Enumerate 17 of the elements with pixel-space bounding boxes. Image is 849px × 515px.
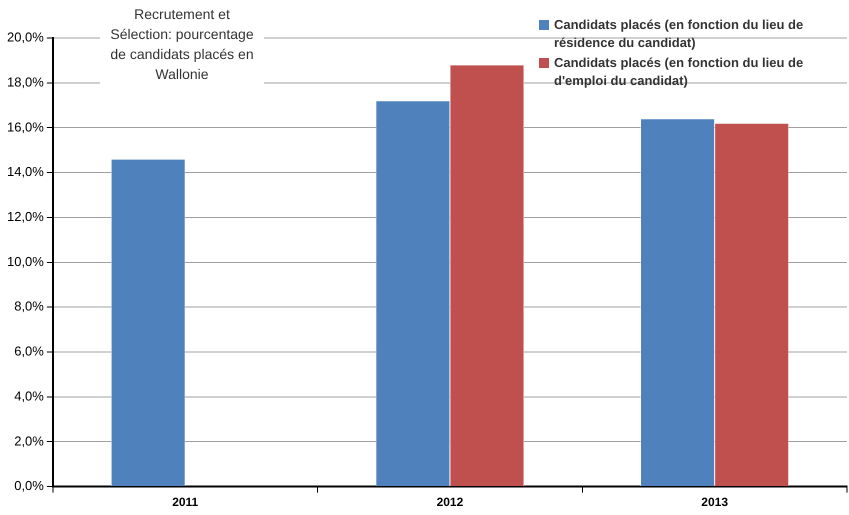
y-tick-label: 2,0% <box>14 433 44 448</box>
y-tick-label: 4,0% <box>14 388 44 404</box>
y-tick-label: 8,0% <box>14 298 44 314</box>
legend-label: Candidats placés (en fonction du lieu de résidence du candidat) <box>554 16 804 52</box>
y-tick-label: 10,0% <box>6 254 44 269</box>
x-tick-label: 2012 <box>436 495 464 510</box>
x-tick-label: 2011 <box>172 495 199 510</box>
y-tick-label: 20,0% <box>6 30 44 45</box>
y-tick-label: 12,0% <box>6 209 44 224</box>
y-tick-label: 14,0% <box>6 164 44 180</box>
legend-label: Candidats placés (en fonction du lieu de d'emploi du candidat) <box>554 54 804 90</box>
chart-title: Recrutement et Sélection: pourcentage de candidats placés en Wallonie <box>100 4 264 84</box>
x-tick-label: 2013 <box>701 495 728 510</box>
y-tick-label: 16,0% <box>6 119 44 134</box>
y-tick-label: 0,0% <box>14 478 44 494</box>
y-tick-label: 6,0% <box>14 344 44 359</box>
y-tick-label: 18,0% <box>6 74 44 90</box>
